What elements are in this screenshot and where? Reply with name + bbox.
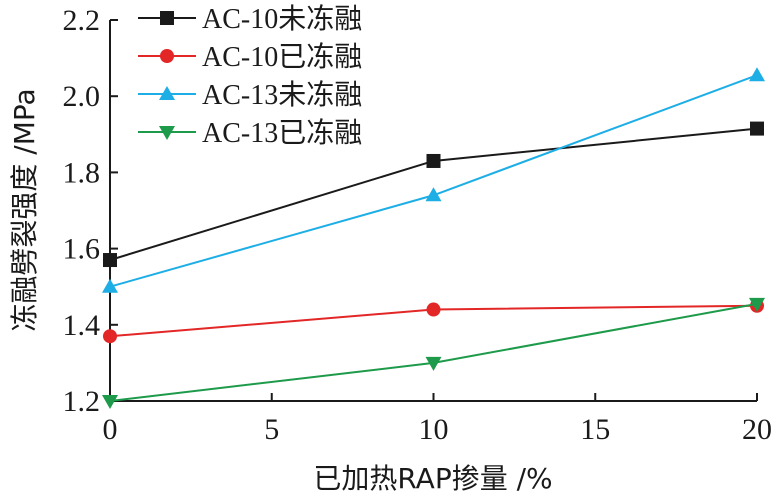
legend-marker — [159, 126, 175, 140]
legend-label: AC-13未冻融 — [202, 79, 362, 111]
data-point — [102, 278, 118, 293]
series-3 — [102, 67, 765, 293]
legend-label: AC-10未冻融 — [202, 3, 362, 35]
y-tick-label: 1.6 — [63, 233, 101, 266]
y-tick-label: 2.2 — [63, 4, 101, 37]
x-axis-title: 已加热RAP掺量 /% — [313, 462, 552, 495]
series-layer — [102, 67, 765, 409]
x-tick-label: 15 — [580, 413, 610, 446]
legend-item: AC-13已冻融 — [138, 117, 362, 149]
data-point — [425, 356, 442, 371]
data-point — [749, 67, 765, 82]
axes: 1.2 1.4 1.6 1.8 2.0 2.2 0 5 10 15 20 — [63, 4, 773, 446]
legend-label: AC-10已冻融 — [202, 41, 362, 73]
data-point — [102, 395, 118, 409]
y-tick-label: 2.0 — [63, 80, 101, 113]
series-line — [109, 302, 758, 402]
data-point — [103, 329, 117, 344]
legend-label: AC-13已冻融 — [202, 117, 362, 149]
data-point — [425, 187, 442, 202]
y-tick-label: 1.8 — [63, 156, 101, 189]
x-tick-label: 20 — [742, 413, 772, 446]
data-point — [749, 297, 765, 312]
legend-marker — [160, 11, 174, 25]
legend-item: AC-10已冻融 — [138, 41, 362, 73]
data-point — [103, 253, 117, 268]
legend-marker — [160, 49, 174, 63]
data-point — [750, 121, 764, 136]
legend-item: AC-10未冻融 — [138, 3, 362, 35]
series-4 — [102, 297, 765, 409]
data-point — [426, 302, 441, 317]
data-point — [426, 153, 441, 168]
y-axis-title: 冻融劈裂强度 /MPa — [8, 88, 41, 331]
series-1 — [103, 121, 764, 268]
y-tick-label: 1.2 — [63, 385, 101, 418]
legend-marker — [159, 86, 175, 100]
x-tick-label: 5 — [264, 413, 279, 446]
x-tick-label: 10 — [419, 413, 449, 446]
legend: AC-10未冻融 AC-10已冻融 AC-13未冻融 AC-13已冻融 — [138, 3, 362, 149]
x-tick-label: 0 — [103, 413, 118, 446]
y-tick-label: 1.4 — [63, 309, 101, 342]
series-2 — [103, 298, 764, 344]
legend-item: AC-13未冻融 — [138, 79, 362, 111]
